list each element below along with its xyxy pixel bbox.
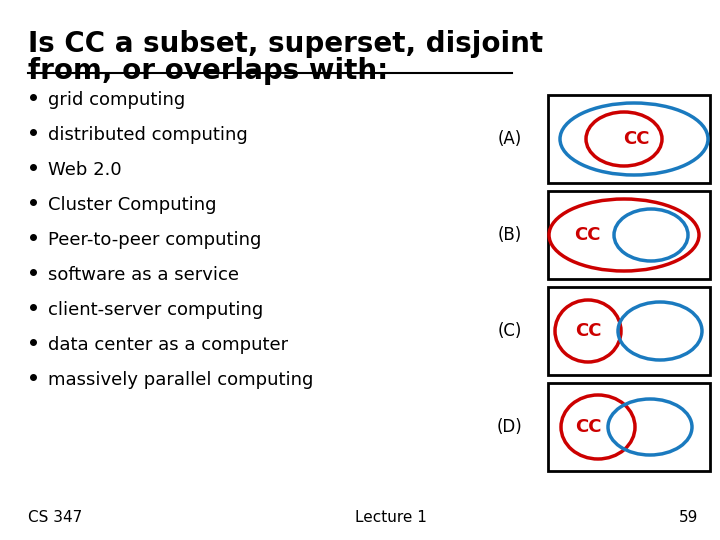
Text: Cluster Computing: Cluster Computing [48, 196, 217, 214]
Text: CC: CC [623, 130, 649, 148]
Text: (D): (D) [496, 418, 522, 436]
Text: Web 2.0: Web 2.0 [48, 161, 122, 179]
Text: CC: CC [574, 226, 600, 244]
Text: Lecture 1: Lecture 1 [355, 510, 427, 525]
Text: Peer-to-peer computing: Peer-to-peer computing [48, 231, 261, 249]
Text: massively parallel computing: massively parallel computing [48, 371, 313, 389]
Text: CC: CC [575, 322, 601, 340]
Bar [548, 95, 710, 183]
Bar [548, 287, 710, 375]
Bar [548, 191, 710, 279]
Text: Is CC a subset, superset, disjoint: Is CC a subset, superset, disjoint [28, 30, 543, 58]
Text: (C): (C) [498, 322, 522, 340]
Text: distributed computing: distributed computing [48, 126, 248, 144]
Text: (A): (A) [498, 130, 522, 148]
Text: (B): (B) [498, 226, 522, 244]
Text: grid computing: grid computing [48, 91, 185, 109]
Text: 59: 59 [679, 510, 698, 525]
Text: CS 347: CS 347 [28, 510, 82, 525]
Text: client-server computing: client-server computing [48, 301, 264, 319]
Text: CC: CC [575, 418, 601, 436]
Text: software as a service: software as a service [48, 266, 239, 284]
Bar [548, 383, 710, 471]
Text: from, or overlaps with:: from, or overlaps with: [28, 57, 388, 85]
Text: data center as a computer: data center as a computer [48, 336, 288, 354]
